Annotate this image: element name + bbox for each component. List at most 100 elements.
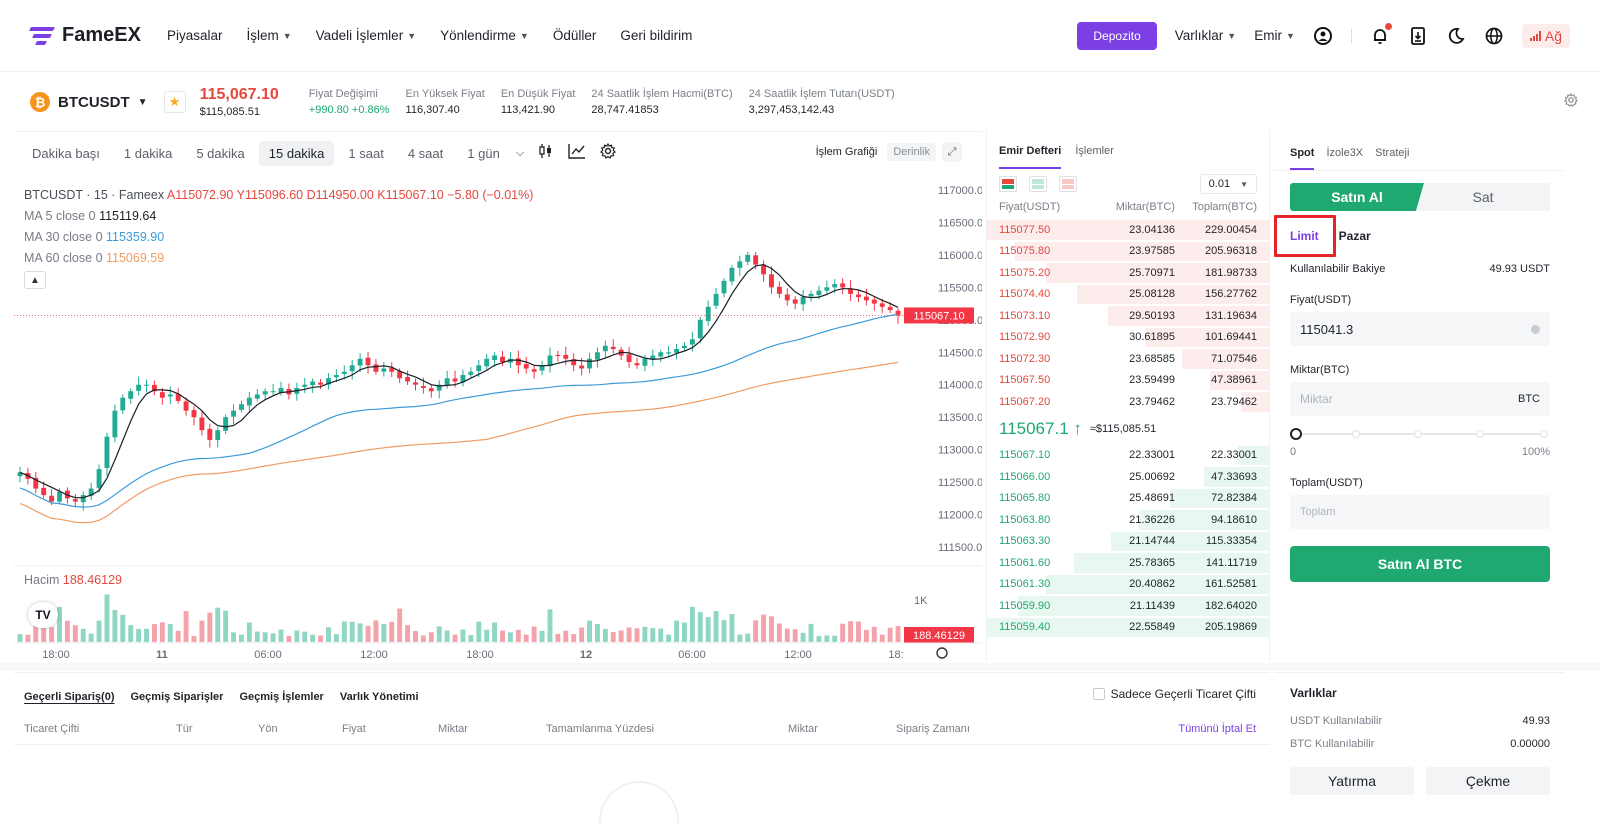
volume-bar — [658, 628, 664, 642]
valid-pair-filter[interactable]: Sadece Geçerli Ticaret Çifti — [1092, 687, 1256, 701]
ask-row[interactable]: 115077.50 23.04136 229.00454 — [987, 219, 1269, 241]
row-price: 115059.40 — [999, 621, 1051, 634]
ask-row[interactable]: 115075.20 25.70971 181.98733 — [987, 262, 1269, 284]
asks-view-icon[interactable] — [1059, 176, 1077, 192]
amount-input[interactable]: Miktar BTC — [1290, 382, 1550, 416]
volume-bar — [895, 626, 901, 642]
volume-legend: Hacim 188.46129 — [24, 573, 122, 587]
slider-step-25[interactable] — [1352, 430, 1360, 438]
nav-item-5[interactable]: Geri bildirim — [620, 28, 692, 43]
tab-open-orders[interactable]: Geçerli Sipariş(0) — [24, 691, 115, 703]
interval-option[interactable]: Dakika başı — [32, 145, 100, 161]
ask-row[interactable]: 115074.40 25.08128 156.27762 — [987, 284, 1269, 306]
candlestick-icon[interactable] — [538, 143, 554, 163]
bid-row[interactable]: 115059.40 22.55849 205.19869 — [987, 617, 1269, 639]
bid-row[interactable]: 115059.90 21.11439 182.64020 — [987, 595, 1269, 617]
logo[interactable]: FameEX — [29, 24, 141, 47]
tab-isolated-3x[interactable]: İzole3X — [1326, 147, 1364, 159]
checkbox[interactable] — [1092, 688, 1105, 700]
line-chart-icon[interactable] — [568, 143, 586, 163]
ask-row[interactable]: 115075.80 23.97585 205.96318 — [987, 241, 1269, 263]
withdraw-button[interactable]: Çekme — [1426, 767, 1550, 795]
tab-trade-history[interactable]: Geçmiş İşlemler — [239, 691, 324, 703]
download-icon[interactable] — [1408, 26, 1428, 46]
stat-value: 113,421.90 — [500, 104, 556, 116]
assets-menu[interactable]: Varlıklar ▼ — [1175, 28, 1236, 43]
nav-item-1[interactable]: İşlem ▼ — [246, 28, 291, 43]
axis-settings-icon[interactable] — [936, 647, 948, 659]
ask-row[interactable]: 115067.50 23.59499 47.38961 — [987, 370, 1269, 392]
moon-icon[interactable] — [1446, 26, 1466, 46]
price-chart[interactable]: 117000.00 116500.00 116000.00 115500.00 1150… — [14, 176, 982, 662]
pair-selector[interactable]: ₿ BTCUSDT ▼ — [30, 92, 148, 112]
header-order-time: Sipariş Zamanı — [896, 723, 970, 735]
nav-item-3[interactable]: Yönlendirme ▼ — [440, 28, 529, 43]
tab-depth[interactable]: Derinlik — [887, 143, 936, 161]
nav-item-2[interactable]: Vadeli İşlemler ▼ — [316, 28, 416, 43]
buy-btc-button[interactable]: Satın Al BTC — [1290, 546, 1550, 582]
bell-icon[interactable] — [1370, 22, 1392, 46]
interval-option[interactable]: 1 gün — [467, 145, 500, 161]
tab-market[interactable]: Pazar — [1338, 229, 1371, 243]
bid-row[interactable]: 115061.60 25.78365 141.11719 — [987, 552, 1269, 574]
ask-row[interactable]: 115073.10 29.50193 131.19634 — [987, 305, 1269, 327]
buy-side-tab[interactable]: Satın Al — [1290, 183, 1424, 211]
main-menu: Piyasalar İşlem ▼ Vadeli İşlemler ▼ Yönlendir… — [167, 28, 716, 43]
clear-icon[interactable] — [1531, 324, 1540, 334]
header-side: Yön — [258, 723, 278, 735]
settings-icon[interactable] — [600, 142, 617, 163]
nav-item-4[interactable]: Ödüller — [553, 28, 597, 43]
user-icon[interactable] — [1313, 26, 1333, 46]
bid-row[interactable]: 115063.80 21.36226 94.18610 — [987, 509, 1269, 531]
tab-spot[interactable]: Spot — [1290, 147, 1315, 170]
bid-row[interactable]: 115067.10 22.33001 22.33001 — [987, 445, 1269, 467]
bid-row[interactable]: 115066.00 25.00692 47.33693 — [987, 466, 1269, 488]
cancel-all-button[interactable]: Tümünü İptal Et — [1178, 723, 1256, 735]
globe-icon[interactable] — [1484, 26, 1504, 46]
orders-menu[interactable]: Emir ▼ — [1254, 28, 1295, 43]
interval-option[interactable]: 5 dakika — [196, 145, 245, 161]
tab-trading-chart[interactable]: İşlem Grafiği — [815, 146, 878, 158]
deposit-button[interactable]: Depozito — [1077, 21, 1157, 50]
tab-trades[interactable]: İşlemler — [1075, 145, 1114, 157]
network-status[interactable]: Ağ — [1521, 23, 1570, 48]
tab-order-book[interactable]: Emir Defteri — [999, 145, 1062, 169]
slider-step-75[interactable] — [1476, 430, 1484, 438]
price-input[interactable]: 115041.3 — [1290, 312, 1550, 346]
tab-order-history[interactable]: Geçmiş Siparişler — [130, 691, 224, 703]
deposit-funds-button[interactable]: Yatırma — [1290, 767, 1414, 795]
tab-asset-management[interactable]: Varlık Yönetimi — [339, 691, 419, 703]
tab-strategy[interactable]: Strateji — [1375, 147, 1410, 159]
ask-row[interactable]: 115072.30 23.68585 71.07546 — [987, 348, 1269, 370]
total-input[interactable]: Toplam — [1290, 495, 1550, 529]
expand-icon[interactable]: ⤢ — [942, 142, 962, 162]
chevron-down-icon[interactable]: ⌵ — [515, 146, 525, 159]
ask-row[interactable]: 115072.90 30.61895 101.69441 — [987, 327, 1269, 349]
interval-option[interactable]: 4 saat — [407, 145, 444, 161]
slider-thumb[interactable] — [1290, 428, 1302, 440]
favorite-star-icon[interactable]: ★ — [163, 91, 186, 113]
bid-row[interactable]: 115063.30 21.14744 115.33354 — [987, 531, 1269, 553]
slider-step-100[interactable] — [1540, 430, 1548, 438]
tradingview-logo[interactable]: TV — [28, 602, 58, 628]
interval-option[interactable]: 15 dakika — [258, 140, 335, 166]
bid-row[interactable]: 115065.80 25.48691 72.82384 — [987, 488, 1269, 510]
amount-slider[interactable] — [1290, 428, 1550, 440]
precision-select[interactable]: 0.01 ▼ — [1199, 174, 1257, 194]
bid-row[interactable]: 115061.30 20.40862 161.52581 — [987, 574, 1269, 596]
bids-view-icon[interactable] — [1029, 176, 1047, 192]
ask-row[interactable]: 115067.20 23.79462 23.79462 — [987, 391, 1269, 413]
gear-icon[interactable] — [1564, 92, 1578, 111]
interval-option[interactable]: 1 dakika — [123, 145, 173, 161]
row-price: 115075.20 — [999, 266, 1051, 279]
row-price: 115077.50 — [999, 223, 1051, 236]
both-sides-view-icon[interactable] — [999, 176, 1017, 192]
interval-option[interactable]: 1 saat — [348, 145, 384, 161]
collapse-legend-button[interactable]: ▲ — [24, 271, 46, 289]
depth-bar — [1111, 531, 1269, 551]
pair-name: BTCUSDT — [58, 93, 130, 111]
slider-step-50[interactable] — [1414, 430, 1422, 438]
tab-limit[interactable]: Limit — [1274, 215, 1336, 257]
sell-side-tab[interactable]: Sat — [1416, 183, 1550, 211]
nav-item-0[interactable]: Piyasalar — [167, 28, 223, 43]
